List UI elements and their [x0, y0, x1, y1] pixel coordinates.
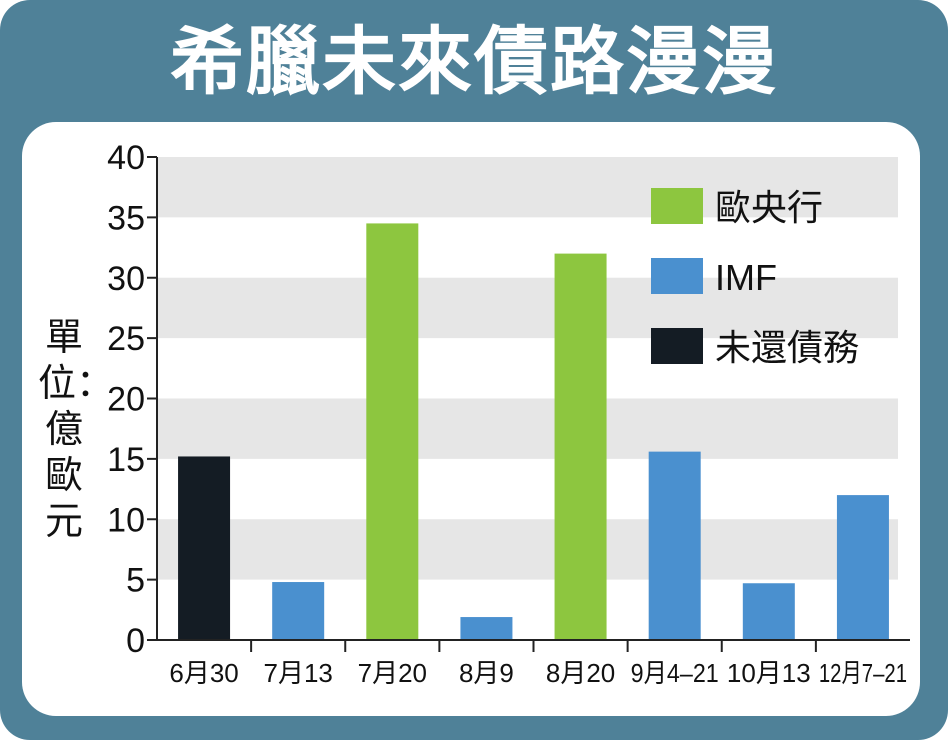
bar — [648, 451, 701, 640]
legend-swatch — [651, 188, 703, 224]
legend-label: IMF — [715, 257, 777, 298]
x-tick-label: 7月13 — [263, 658, 332, 688]
y-tick-label: 10 — [107, 501, 145, 539]
chart-title: 希臘未來債路漫漫 — [170, 19, 778, 105]
y-tick-label: 25 — [107, 320, 145, 358]
y-tick-label: 30 — [107, 260, 145, 298]
x-tick-label: 8月20 — [546, 658, 615, 688]
y-tick-label: 15 — [107, 441, 145, 479]
y-axis-label: 單位：億歐元 — [38, 315, 115, 543]
y-tick-label: 20 — [107, 381, 145, 419]
x-tick-label: 7月20 — [358, 658, 427, 688]
y-tick-label: 5 — [126, 562, 145, 600]
grid-band — [157, 157, 898, 218]
x-tick-label: 6月30 — [169, 658, 238, 688]
legend-label: 歐央行 — [715, 187, 823, 228]
bars — [178, 223, 889, 640]
x-tick-label: 9月4–21 — [631, 658, 719, 688]
legend: 歐央行 IMF 未還債務 — [651, 187, 859, 368]
grid-bands — [157, 157, 898, 580]
y-tick-label: 35 — [107, 199, 145, 237]
bar — [742, 583, 795, 640]
legend-swatch — [651, 328, 703, 364]
bar — [272, 582, 325, 640]
bar — [366, 223, 419, 640]
bar — [836, 495, 889, 640]
grid-band — [157, 398, 898, 459]
y-tick-label: 40 — [107, 139, 145, 177]
x-tick-label: 8月9 — [459, 658, 514, 688]
grid-band — [157, 519, 898, 580]
grid-band — [157, 277, 898, 339]
x-axis: 6月30 7月13 7月20 8月9 8月20 9月4–21 10月13 12月7–21 — [157, 639, 910, 688]
x-tick-label: 12月7–21 — [819, 658, 907, 688]
legend-label: 未還債務 — [715, 327, 859, 368]
legend-swatch — [651, 258, 703, 294]
bar — [178, 456, 231, 640]
bar — [554, 253, 607, 640]
y-axis: 0 5 10 15 20 25 30 35 40 — [107, 139, 158, 660]
x-tick-label: 10月13 — [727, 658, 811, 688]
bar — [460, 617, 513, 640]
y-tick-label: 0 — [126, 622, 145, 660]
